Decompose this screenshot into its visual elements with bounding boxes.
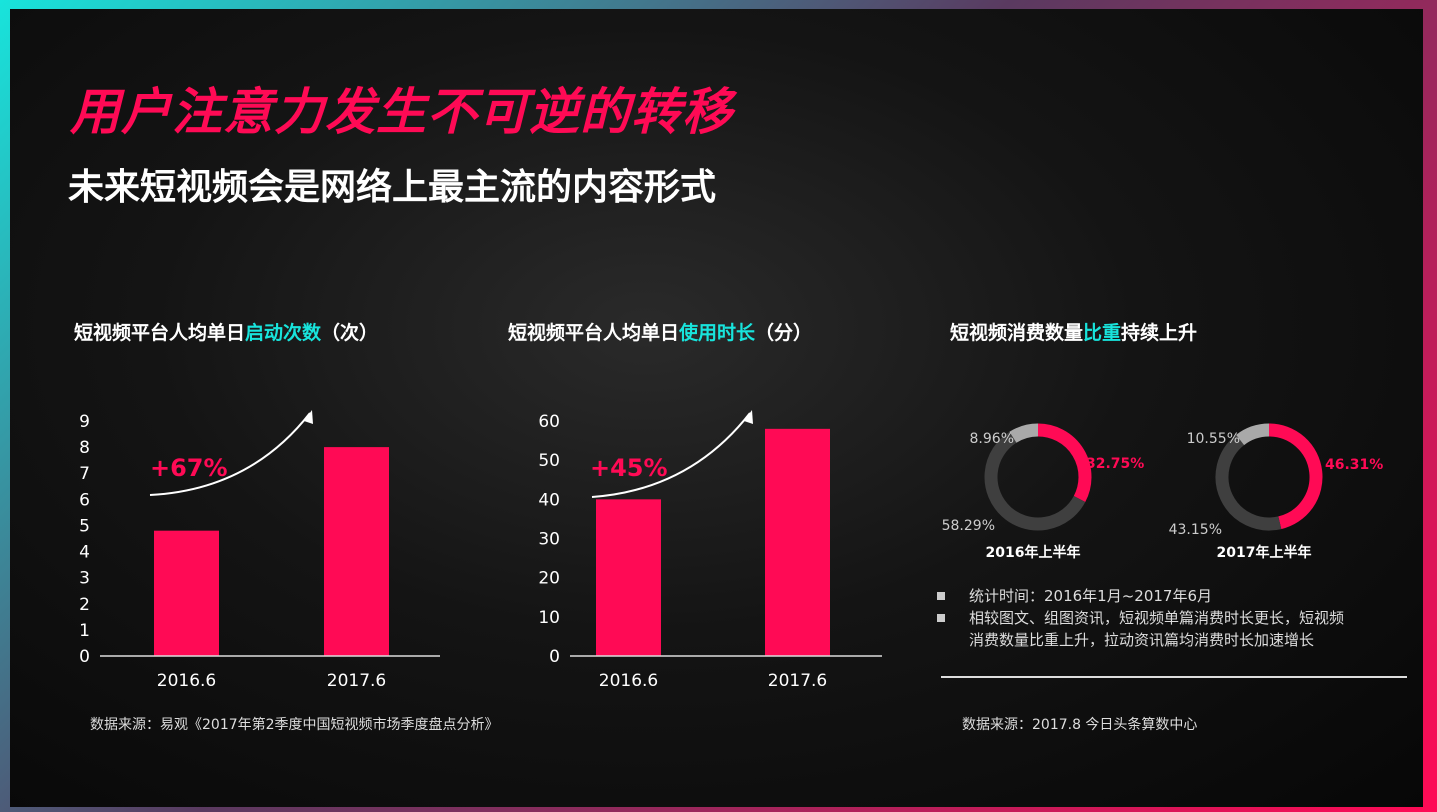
chart2-title-a: 短视频平台人均单日 <box>508 322 680 344</box>
y-tick-label: 2 <box>79 595 90 615</box>
slice-gap <box>1012 437 1038 477</box>
chart1-title-highlight: 启动次数 <box>245 322 322 344</box>
notes-list: 统计时间：2016年1月~2017年6月 相较图文、组图资讯，短视频单篇消费时长… <box>935 585 1355 651</box>
y-tick-label: 8 <box>79 438 90 458</box>
bullet-square-icon <box>937 614 945 622</box>
x-tick-label: 2016.6 <box>599 671 658 691</box>
x-tick-label: 2017.6 <box>327 671 386 691</box>
y-tick-label: 50 <box>538 451 560 471</box>
chart2-title-highlight: 使用时长 <box>679 322 756 344</box>
slice-gap <box>1240 439 1269 477</box>
slice-label: 10.55% <box>1187 431 1240 447</box>
chart2-title: 短视频平台人均单日使用时长（分） <box>508 318 812 345</box>
slice-label: 43.15% <box>1169 522 1222 538</box>
donut-slice <box>1009 423 1039 443</box>
donut-label: 2016年上半年 <box>986 544 1081 561</box>
x-tick-label: 2017.6 <box>768 671 827 691</box>
donut-slice <box>1037 423 1092 503</box>
donut-slice <box>984 431 1086 531</box>
donut-slice <box>1236 423 1270 446</box>
y-tick-label: 40 <box>538 490 560 510</box>
donut-slice <box>1215 434 1282 531</box>
growth-arrow <box>591 412 751 498</box>
chart1-title: 短视频平台人均单日启动次数（次） <box>74 318 378 345</box>
y-tick-label: 20 <box>538 569 560 589</box>
note-text: 统计时间：2016年1月~2017年6月 <box>969 587 1213 605</box>
source-right: 数据来源：2017.8 今日头条算数中心 <box>962 717 1198 733</box>
bar-2016.6 <box>596 499 661 656</box>
slide <box>10 9 1423 807</box>
chart1-title-unit: （次） <box>321 322 379 344</box>
slice-label: 58.29% <box>942 518 995 534</box>
y-tick-label: 9 <box>79 412 90 432</box>
bar-2017.6 <box>765 428 830 656</box>
bar-2017.6 <box>324 447 389 656</box>
chart3-title: 短视频消费数量比重持续上升 <box>950 318 1197 345</box>
slice-label: 32.75% <box>1086 456 1144 472</box>
note-item: 相较图文、组图资讯，短视频单篇消费时长更长，短视频消费数量比重上升，拉动资讯篇均… <box>935 607 1355 651</box>
slice-label: 8.96% <box>970 431 1014 447</box>
chart3-title-highlight: 比重 <box>1083 322 1122 344</box>
y-tick-label: 7 <box>79 464 90 484</box>
chart1-title-a: 短视频平台人均单日 <box>74 322 246 344</box>
y-tick-label: 30 <box>538 530 560 550</box>
bullet-square-icon <box>937 592 945 600</box>
y-tick-label: 6 <box>79 490 90 510</box>
chart3-title-a: 短视频消费数量 <box>950 322 1084 344</box>
arrow-head-icon <box>744 410 753 424</box>
y-tick-label: 0 <box>549 647 560 667</box>
chart2-title-unit: （分） <box>755 322 813 344</box>
arrow-head-icon <box>304 410 313 424</box>
growth-annotation: +45% <box>590 454 668 482</box>
donut-label: 2017年上半年 <box>1217 544 1312 561</box>
donut-slice <box>1268 423 1323 530</box>
slice-gap <box>1038 477 1080 499</box>
bar-2016.6 <box>154 530 219 656</box>
slice-label: 46.31% <box>1325 457 1383 473</box>
source-left: 数据来源：易观《2017年第2季度中国短视频市场季度盘点分析》 <box>90 717 499 733</box>
y-tick-label: 1 <box>79 621 90 641</box>
slice-gap <box>1269 477 1280 523</box>
note-text: 相较图文、组图资讯，短视频单篇消费时长更长，短视频消费数量比重上升，拉动资讯篇均… <box>969 609 1345 649</box>
y-tick-label: 3 <box>79 569 90 589</box>
page-subtitle: 未来短视频会是网络上最主流的内容形式 <box>68 167 717 208</box>
x-tick-label: 2016.6 <box>157 671 216 691</box>
divider <box>941 676 1407 678</box>
note-item: 统计时间：2016年1月~2017年6月 <box>935 585 1355 607</box>
y-tick-label: 60 <box>538 412 560 432</box>
y-tick-label: 4 <box>79 543 90 563</box>
y-tick-label: 10 <box>538 608 560 628</box>
growth-arrow <box>149 412 311 496</box>
y-tick-label: 0 <box>79 647 90 667</box>
page-title: 用户注意力发生不可逆的转移 <box>70 83 733 141</box>
chart3-title-b: 持续上升 <box>1121 322 1198 344</box>
growth-annotation: +67% <box>150 454 228 482</box>
y-tick-label: 5 <box>79 516 90 536</box>
